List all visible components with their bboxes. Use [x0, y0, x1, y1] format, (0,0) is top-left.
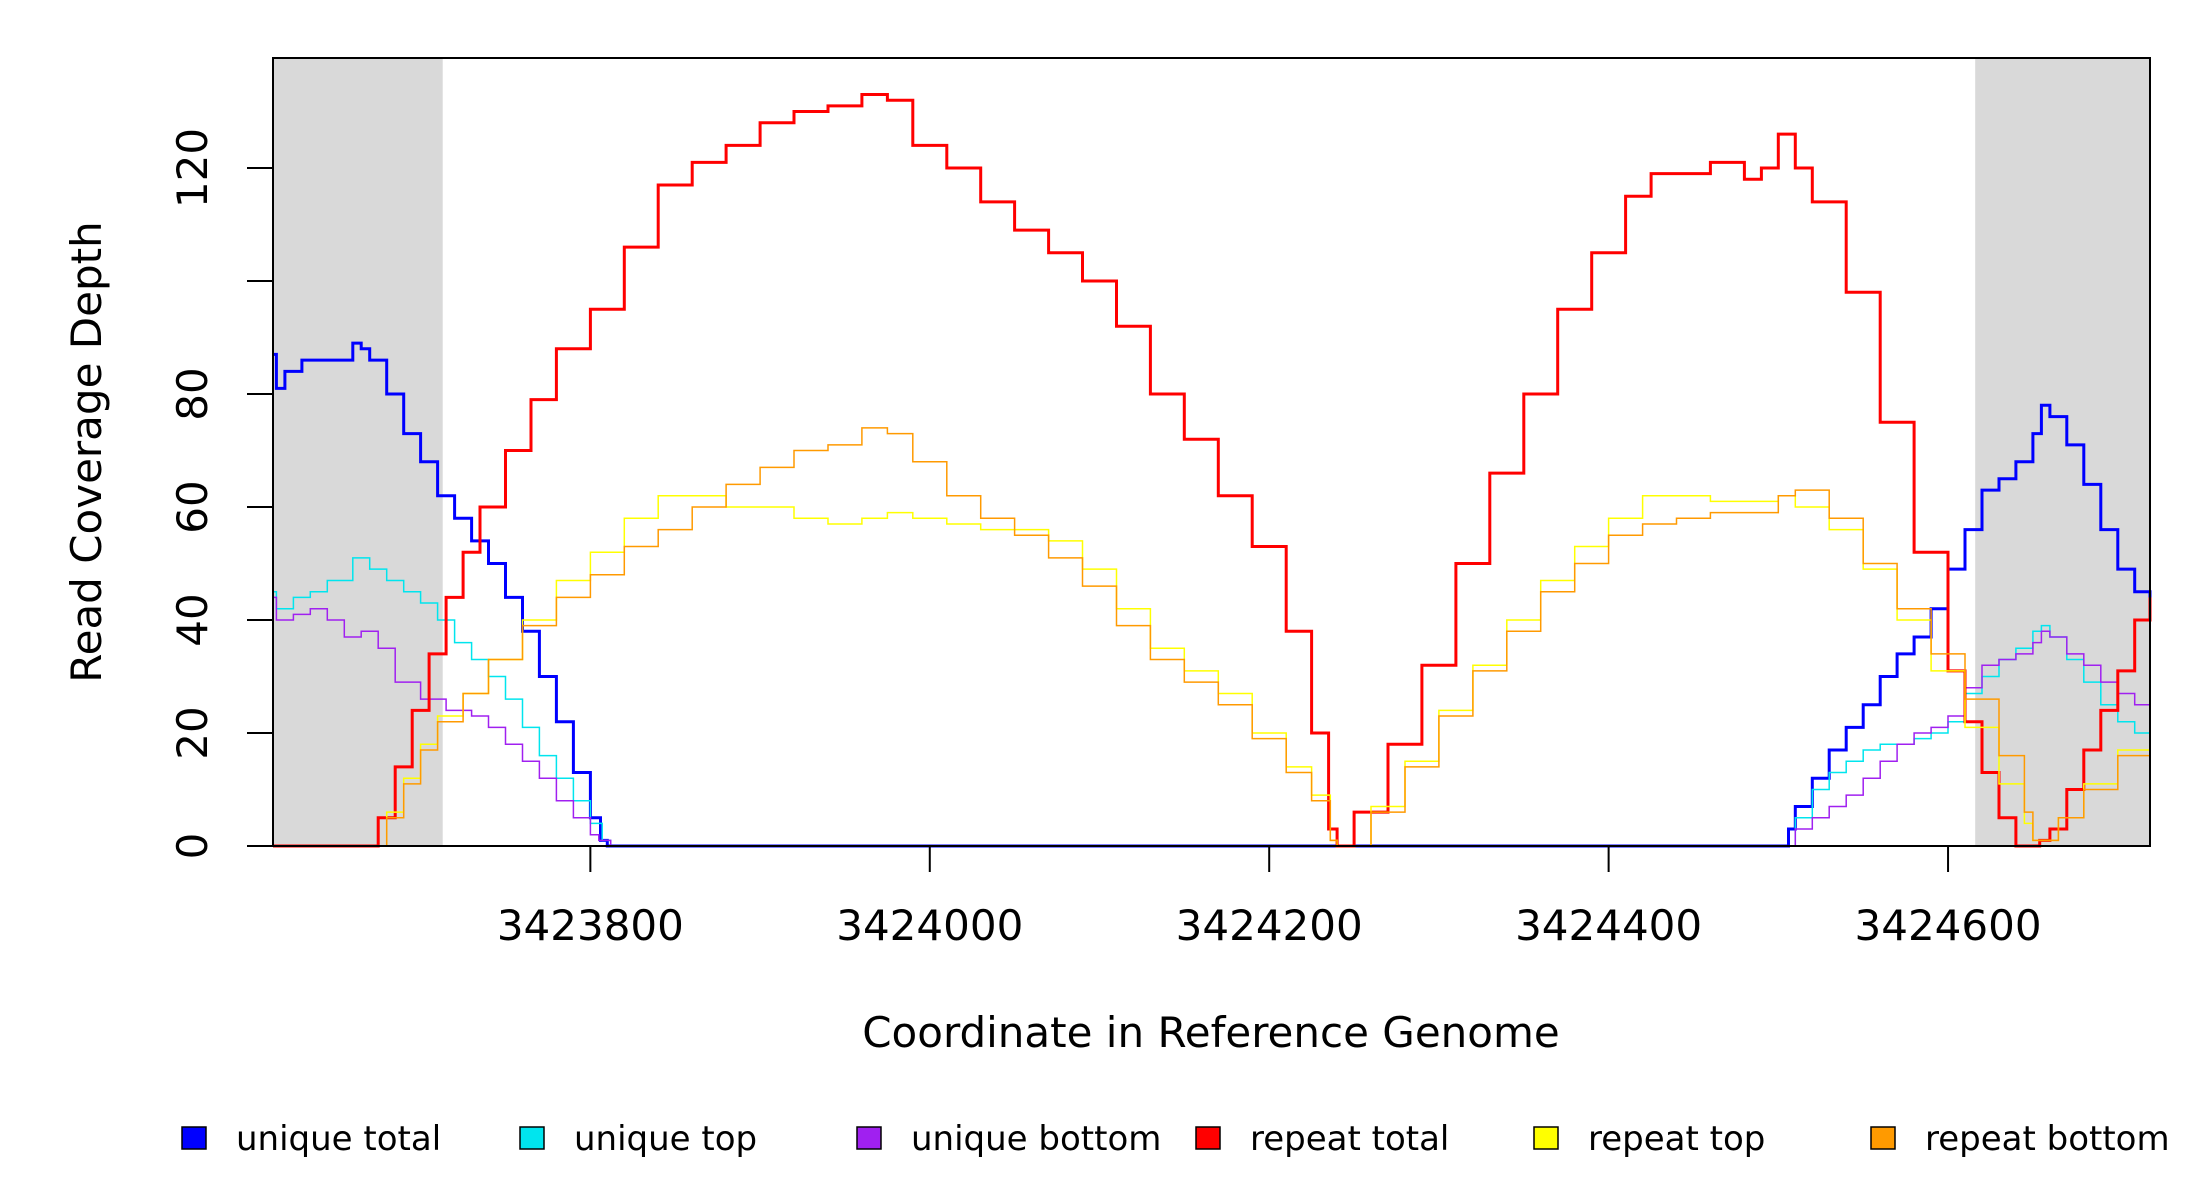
legend-item-unique-total: unique total	[181, 1119, 441, 1159]
shaded-regions	[273, 58, 2150, 846]
legend-swatch-unique-bottom	[856, 1126, 882, 1150]
x-tick-label-3424000: 3424000	[836, 901, 1023, 950]
x-axis: 3423800 3424000 3424200 3424400 3424600	[497, 845, 2042, 950]
legend-item-repeat-top: repeat top	[1533, 1119, 1765, 1159]
legend-label-repeat-total: repeat total	[1250, 1119, 1449, 1159]
series-line-repeat-total	[273, 93, 2152, 848]
legend-label-unique-total: unique total	[236, 1119, 441, 1159]
y-tick-label-20: 20	[168, 706, 217, 759]
x-axis-title: Coordinate in Reference Genome	[862, 1008, 1560, 1057]
y-tick-label-120: 120	[168, 128, 217, 208]
x-tick-label-3424600: 3424600	[1855, 901, 2042, 950]
y-tick-label-60: 60	[168, 480, 217, 533]
series-line-unique-top	[273, 557, 2151, 847]
plot-frame	[272, 57, 2151, 847]
legend-swatch-repeat-total	[1195, 1126, 1221, 1150]
y-axis-title: Read Coverage Depth	[62, 221, 111, 682]
series-line-unique-total	[273, 341, 2152, 848]
legend-label-repeat-bottom: repeat bottom	[1925, 1119, 2170, 1159]
legend: unique total unique top unique bottom repea…	[181, 1119, 2170, 1159]
legend-item-repeat-bottom: repeat bottom	[1870, 1119, 2170, 1159]
legend-swatch-repeat-top	[1533, 1126, 1559, 1150]
legend-swatch-unique-top	[519, 1126, 545, 1150]
legend-label-repeat-top: repeat top	[1588, 1119, 1765, 1159]
series-line-unique-bottom	[273, 596, 2151, 847]
legend-item-unique-top: unique top	[519, 1119, 757, 1159]
x-tick-label-3424400: 3424400	[1515, 901, 1702, 950]
x-tick-label-3423800: 3423800	[497, 901, 684, 950]
y-tick-label-40: 40	[168, 593, 217, 646]
series-line-repeat-top	[273, 494, 2151, 847]
legend-swatch-repeat-bottom	[1870, 1126, 1896, 1150]
shaded-region-1	[273, 58, 443, 846]
legend-label-unique-bottom: unique bottom	[911, 1119, 1161, 1159]
x-tick-label-3424200: 3424200	[1176, 901, 1363, 950]
series-lines	[273, 93, 2152, 848]
series-line-repeat-bottom	[273, 427, 2151, 847]
legend-swatch-unique-total	[181, 1126, 207, 1150]
legend-item-repeat-total: repeat total	[1195, 1119, 1449, 1159]
y-axis: 0 20 40 60 80 120	[168, 128, 274, 860]
legend-item-unique-bottom: unique bottom	[856, 1119, 1161, 1159]
y-tick-label-0: 0	[168, 833, 217, 860]
y-tick-label-80: 80	[168, 367, 217, 420]
shaded-region-2	[1975, 58, 2150, 846]
legend-label-unique-top: unique top	[574, 1119, 757, 1159]
